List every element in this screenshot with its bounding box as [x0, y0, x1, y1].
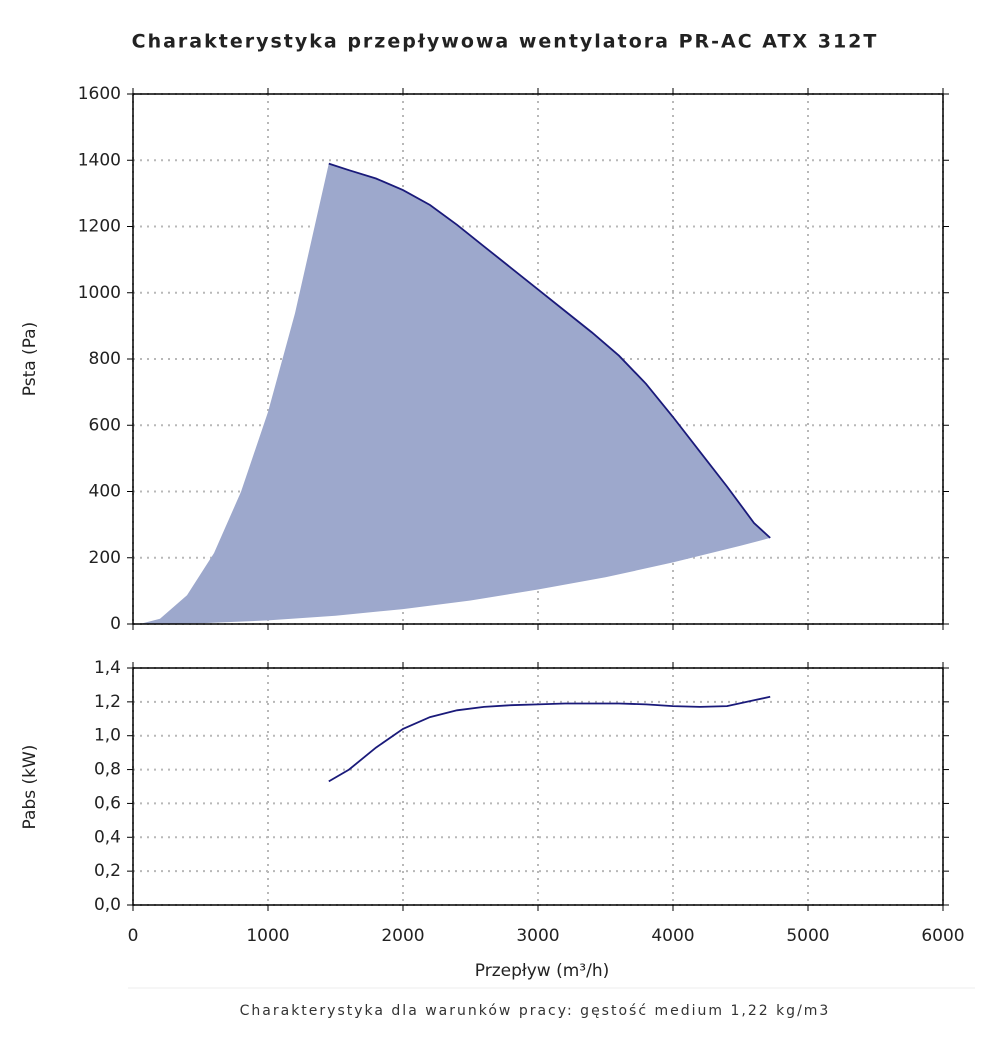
x-tick-label: 4000: [651, 926, 694, 946]
chart-title: Charakterystyka przepływowa wentylatora …: [132, 31, 879, 53]
y-tick-label: 0: [110, 614, 121, 634]
y-tick-label: 400: [89, 482, 121, 502]
y-tick-label: 1,4: [94, 658, 121, 678]
y-tick-label: 1400: [78, 150, 121, 170]
y-tick-label: 0,8: [94, 760, 121, 780]
plot-frame: [132, 93, 944, 625]
y-tick-label: 1,0: [94, 726, 121, 746]
y-tick-label: 1200: [78, 217, 121, 237]
data-line: [328, 695, 771, 783]
y-axis-label: Pabs (kW): [20, 745, 40, 830]
y-tick-label: 0,6: [94, 793, 121, 813]
y-tick-label: 200: [89, 548, 121, 568]
y-tick-label: 1000: [78, 283, 121, 303]
x-tick-label: 5000: [786, 926, 829, 946]
y-axis-label: Psta (Pa): [20, 322, 40, 396]
y-tick-label: 1,2: [94, 692, 121, 712]
x-tick-label: 6000: [921, 926, 964, 946]
x-tick-label: 3000: [516, 926, 559, 946]
data-area: [139, 163, 771, 624]
x-axis-label: Przepływ (m³/h): [475, 961, 609, 981]
y-tick-label: 0,4: [94, 827, 121, 847]
plot-frame: [132, 667, 944, 906]
x-tick-label: 2000: [381, 926, 424, 946]
y-tick-label: 600: [89, 415, 121, 435]
y-tick-label: 0,2: [94, 861, 121, 881]
data-line: [328, 162, 771, 539]
caption: Charakterystyka dla warunków pracy: gęst…: [240, 1003, 831, 1019]
y-tick-label: 800: [89, 349, 121, 369]
x-tick-label: 0: [128, 926, 139, 946]
x-tick-label: 1000: [246, 926, 289, 946]
y-tick-label: 1600: [78, 84, 121, 104]
y-tick-label: 0,0: [94, 895, 121, 915]
